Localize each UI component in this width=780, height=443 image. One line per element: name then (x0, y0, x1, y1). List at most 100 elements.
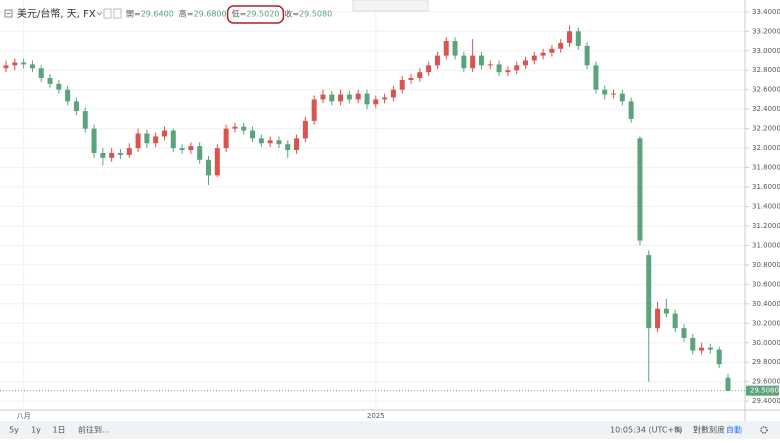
y-tick-label: 30.8000 (752, 261, 780, 269)
candle-body (241, 126, 247, 131)
candle-body (82, 111, 88, 129)
candle-body (390, 89, 396, 98)
candle-body (258, 138, 264, 144)
field-label: 高= (179, 9, 194, 19)
goto-button[interactable]: 前往到... (78, 425, 110, 435)
last-price-label: 29.5080 (750, 387, 779, 395)
candle-body (417, 72, 423, 79)
candle-body (593, 65, 599, 90)
collapse-icon[interactable] (4, 9, 13, 18)
y-tick-label: 30.6000 (752, 280, 780, 288)
icon[interactable] (103, 8, 112, 19)
y-tick-label: 33.4000 (752, 8, 780, 16)
field-value: 29.5080 (299, 10, 332, 19)
candle-body (707, 347, 713, 350)
candle-body (505, 70, 511, 73)
candle-body (214, 148, 220, 176)
candle-body (567, 31, 573, 43)
candle-body (487, 64, 493, 66)
auto-button[interactable]: 自動 (726, 425, 742, 435)
candle-body (496, 64, 502, 73)
candle-body (426, 65, 432, 73)
candle-body (584, 45, 590, 66)
candle-body (250, 130, 256, 139)
candle-body (197, 146, 203, 160)
candle-body (56, 83, 62, 90)
settings-button[interactable] (760, 426, 768, 434)
y-tick-label: 29.6000 (752, 378, 780, 386)
y-tick-label: 32.8000 (752, 66, 780, 74)
icon[interactable] (113, 8, 122, 19)
candle-body (478, 55, 484, 66)
y-tick-label: 31.6000 (752, 183, 780, 191)
y-tick-label: 29.4000 (752, 397, 780, 405)
candle-body (408, 78, 414, 80)
field-label: 收= (284, 9, 299, 19)
candle-body (690, 337, 696, 351)
dropdown-icon[interactable] (96, 11, 103, 16)
candle-body (461, 55, 467, 69)
y-tick-label: 33.2000 (752, 27, 780, 35)
candle-body (540, 52, 546, 56)
candle-body (549, 48, 555, 53)
candle-body (611, 93, 617, 95)
candle-body (681, 328, 687, 338)
candle-body (699, 347, 705, 351)
candle-body (338, 94, 344, 102)
y-tick-label: 30.4000 (752, 300, 780, 308)
percent-button[interactable]: % (674, 426, 682, 435)
tooltip-box (352, 0, 429, 12)
candle-body (117, 152, 123, 155)
candle-body (514, 65, 520, 71)
candle-body (170, 130, 176, 149)
candle-body (206, 159, 212, 176)
candle-body (21, 62, 27, 65)
y-tick-label: 31.8000 (752, 164, 780, 172)
candle-body (73, 101, 79, 112)
candle-body (302, 120, 308, 139)
candle-body (153, 136, 159, 144)
candle-body (12, 62, 18, 66)
candle-body (47, 78, 53, 84)
toolbar (0, 421, 780, 439)
field-label: 低= (232, 9, 247, 19)
range-button[interactable]: 1日 (52, 426, 65, 435)
candle-body (126, 148, 132, 155)
log-button[interactable]: 對數刻度 (693, 425, 725, 435)
y-tick-label: 31.0000 (752, 241, 780, 249)
candle-body (452, 41, 458, 56)
candle-body (522, 60, 528, 66)
candle-body (329, 94, 335, 102)
candle-body (619, 93, 625, 102)
candle-body (346, 94, 352, 100)
candle-body (637, 138, 643, 241)
candle-body (91, 128, 97, 153)
candle-body (672, 313, 678, 329)
candle-body (285, 144, 291, 151)
range-button[interactable]: 5y (9, 426, 19, 435)
range-button[interactable]: 1y (31, 426, 41, 435)
symbol: 美元/台幣, 天, FX (17, 7, 96, 20)
y-tick-label: 32.6000 (752, 86, 780, 94)
candle-body (575, 31, 581, 46)
y-tick-label: 31.2000 (752, 222, 780, 230)
x-tick-label: 八月 (17, 412, 31, 420)
candle-body (434, 55, 440, 66)
y-tick-label: 32.2000 (752, 125, 780, 133)
highlight-ring (226, 5, 285, 24)
candle-body (382, 97, 388, 100)
candle-body (311, 99, 317, 121)
candle-body (725, 377, 731, 391)
y-tick-label: 30.2000 (752, 319, 780, 327)
candle-body (29, 64, 35, 69)
candle-body (558, 42, 564, 49)
y-tick-label: 31.4000 (752, 203, 780, 211)
candle-body (100, 152, 106, 158)
candle-body (38, 68, 44, 79)
candle-body (223, 128, 229, 149)
field-value: 29.6400 (141, 10, 174, 19)
x-tick-label: 2025 (367, 412, 385, 420)
candle-body (109, 152, 115, 158)
y-tick-label: 30.0000 (752, 339, 780, 347)
